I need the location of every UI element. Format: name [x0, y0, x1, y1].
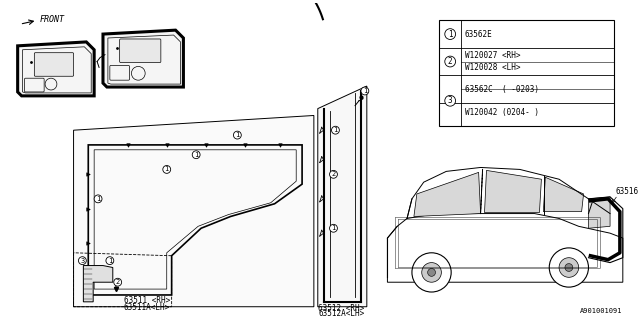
Text: 63562E: 63562E [465, 29, 493, 39]
Circle shape [332, 126, 339, 134]
Circle shape [422, 263, 442, 282]
Polygon shape [83, 266, 113, 302]
Circle shape [79, 257, 86, 265]
Circle shape [234, 131, 241, 139]
FancyBboxPatch shape [35, 53, 74, 76]
Text: 1: 1 [363, 88, 367, 94]
Text: 2: 2 [332, 171, 335, 177]
Polygon shape [414, 172, 481, 217]
Circle shape [412, 253, 451, 292]
Text: 1: 1 [96, 196, 100, 202]
Circle shape [565, 264, 573, 271]
Text: 2: 2 [448, 57, 452, 66]
Text: 1: 1 [236, 132, 239, 138]
Circle shape [445, 95, 456, 106]
Text: 63511A<LH>: 63511A<LH> [124, 303, 170, 312]
Text: 63512 <RH>: 63512 <RH> [318, 304, 364, 313]
Polygon shape [543, 177, 584, 212]
Circle shape [361, 87, 369, 95]
Polygon shape [18, 42, 94, 96]
Text: 1: 1 [332, 225, 335, 231]
Text: 63562C  ( -0203): 63562C ( -0203) [465, 84, 539, 93]
Polygon shape [318, 86, 367, 307]
Circle shape [163, 165, 171, 173]
Circle shape [192, 151, 200, 159]
Circle shape [445, 56, 456, 67]
Polygon shape [589, 197, 610, 228]
Text: 1: 1 [194, 152, 198, 158]
Text: 1: 1 [164, 166, 169, 172]
FancyBboxPatch shape [120, 39, 161, 62]
Text: 1: 1 [333, 127, 337, 133]
Circle shape [114, 278, 122, 286]
Text: 3: 3 [80, 258, 84, 264]
Text: W120027 <RH>: W120027 <RH> [465, 51, 520, 60]
Polygon shape [103, 30, 184, 87]
Polygon shape [387, 213, 623, 282]
Polygon shape [484, 171, 541, 212]
Circle shape [549, 248, 589, 287]
Text: 3: 3 [448, 96, 452, 105]
Text: A901001091: A901001091 [580, 308, 623, 314]
Text: 63511 <RH>: 63511 <RH> [124, 296, 170, 305]
Text: FRONT: FRONT [39, 15, 64, 24]
Circle shape [94, 195, 102, 203]
Circle shape [445, 29, 456, 39]
Circle shape [559, 258, 579, 277]
Text: 1: 1 [108, 258, 112, 264]
Circle shape [330, 171, 337, 178]
Text: 63512A<LH>: 63512A<LH> [318, 308, 364, 317]
Polygon shape [74, 116, 314, 307]
Circle shape [106, 257, 114, 265]
Circle shape [330, 224, 337, 232]
Bar [440, 20, 614, 126]
Text: W120042 (0204- ): W120042 (0204- ) [465, 108, 539, 117]
Text: 1: 1 [448, 29, 452, 39]
Text: W120028 <LH>: W120028 <LH> [465, 63, 520, 72]
Circle shape [428, 268, 435, 276]
Text: 2: 2 [116, 279, 120, 285]
Text: 63516: 63516 [616, 188, 639, 196]
